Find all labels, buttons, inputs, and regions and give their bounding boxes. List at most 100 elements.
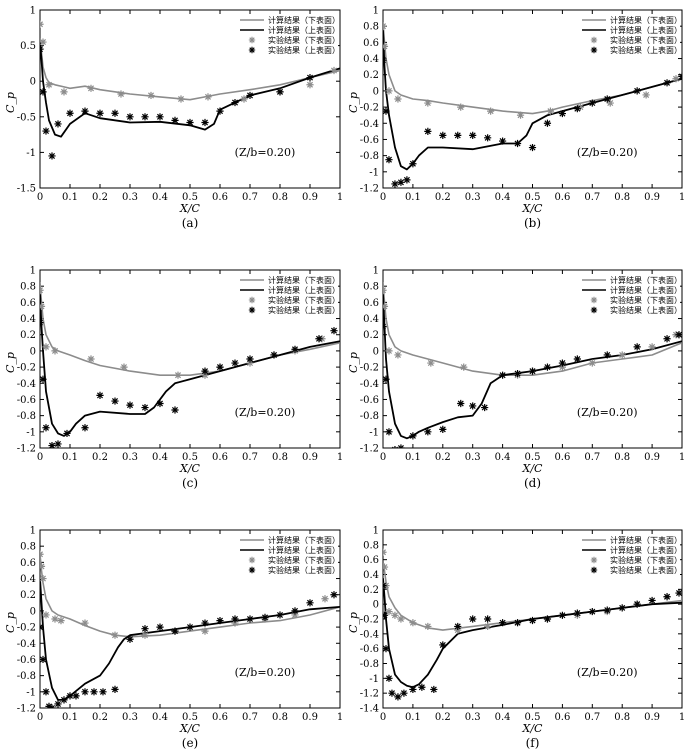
y-tick-label: -0.6 xyxy=(360,395,379,406)
x-tick-label: 0 xyxy=(37,452,43,463)
y-tick-label: -0.5 xyxy=(17,112,36,123)
legend-swatch-marker xyxy=(248,306,256,314)
x-tick-label: 0.3 xyxy=(465,452,481,463)
series-point xyxy=(391,446,398,448)
series-point xyxy=(573,105,581,113)
series-point xyxy=(388,689,396,697)
series-point xyxy=(383,56,387,64)
legend-label: 实验结果（下表面） xyxy=(610,555,682,565)
series-point xyxy=(40,562,46,571)
series-point xyxy=(66,692,74,700)
y-tick-label: 0.8 xyxy=(363,540,379,551)
series-point xyxy=(42,424,50,432)
x-tick-label: 0 xyxy=(380,712,386,723)
series-point xyxy=(48,441,56,448)
series-point xyxy=(427,359,435,367)
series-point xyxy=(156,113,164,121)
series-point xyxy=(201,118,209,127)
series-point xyxy=(40,20,44,28)
series-point xyxy=(394,95,402,103)
series-point xyxy=(276,88,284,96)
series-point xyxy=(231,615,239,623)
legend-swatch-marker xyxy=(248,36,256,44)
series-point xyxy=(383,22,387,30)
y-tick-label: -0.4 xyxy=(360,119,379,130)
x-tick-label: 0.9 xyxy=(644,452,660,463)
series-point xyxy=(484,134,492,142)
plot-area xyxy=(383,548,682,701)
y-tick-label: -0.2 xyxy=(360,615,379,626)
x-tick-label: 0.4 xyxy=(495,452,511,463)
x-tick-label: 0.3 xyxy=(122,192,138,203)
series-point xyxy=(291,611,299,619)
series-point xyxy=(45,702,53,708)
y-tick-label: -1 xyxy=(369,167,379,178)
series-point xyxy=(306,81,314,89)
series-point xyxy=(40,286,44,294)
series-point xyxy=(306,599,314,607)
series-point xyxy=(648,343,656,351)
x-tick-label: 0.5 xyxy=(182,452,198,463)
series-point xyxy=(276,611,284,619)
series-point xyxy=(40,375,47,383)
panel-label: (e) xyxy=(182,736,198,750)
x-tick-label: 0.7 xyxy=(242,192,258,203)
x-tick-label: 1 xyxy=(337,192,343,203)
x-tick-label: 0.2 xyxy=(92,452,108,463)
legend-swatch-marker xyxy=(590,36,598,44)
series-point xyxy=(383,375,390,383)
x-tick-label: 0.2 xyxy=(435,452,451,463)
legend: 计算结果（下表面）计算结果（上表面）实验结果（下表面）实验结果（上表面） xyxy=(236,534,340,577)
x-tick-label: 1 xyxy=(679,452,684,463)
series-point xyxy=(147,91,155,100)
y-tick-label: -0.6 xyxy=(360,644,379,655)
chart-panel: 0 0.1 0.2 0.3 0.4 0.5 0.6 0.7 0.8 0.9 1 -1.2 -1 -0.8 -… xyxy=(347,6,684,231)
legend: 计算结果（下表面）计算结果（上表面）实验结果（下表面）实验结果（上表面） xyxy=(578,14,682,57)
series-point xyxy=(558,109,566,118)
series-point xyxy=(481,403,489,412)
chart-panel: 0 0.1 0.2 0.3 0.4 0.5 0.6 0.7 0.8 0.9 1 -1.2 -1 -0.8 -… xyxy=(4,266,343,491)
series-point xyxy=(439,641,447,649)
series-point xyxy=(96,109,104,117)
series-point xyxy=(291,607,299,615)
series-point xyxy=(383,107,390,115)
y-axis-label: C_p xyxy=(4,92,17,113)
series-point xyxy=(513,619,522,627)
x-tick-label: 0.4 xyxy=(495,712,511,723)
y-tick-label: -1 xyxy=(26,427,36,438)
series-point xyxy=(457,399,465,408)
y-tick-label: 0 xyxy=(30,606,36,617)
series-point xyxy=(42,688,50,696)
y-tick-label: 0.2 xyxy=(20,590,36,601)
series-point xyxy=(111,109,119,117)
x-tick-label: 0.8 xyxy=(614,712,630,723)
series-point xyxy=(40,550,44,558)
series-point xyxy=(60,696,68,704)
x-tick-label: 0.8 xyxy=(272,192,288,203)
x-axis-label: X/C xyxy=(522,202,544,215)
series-point xyxy=(51,615,59,623)
series-point xyxy=(391,180,399,188)
series-point xyxy=(418,683,426,691)
condition-annotation: (Z/b=0.20) xyxy=(235,146,296,159)
y-tick-label: 0.5 xyxy=(20,41,36,52)
plot-area xyxy=(383,282,682,448)
legend-swatch-marker xyxy=(590,566,598,574)
y-tick-label: -0.4 xyxy=(360,379,379,390)
series-point xyxy=(40,88,47,96)
condition-annotation: (Z/b=0.20) xyxy=(577,146,638,159)
series-point xyxy=(270,351,278,359)
x-tick-label: 0 xyxy=(380,452,386,463)
series-point xyxy=(186,623,194,631)
x-tick-label: 0.9 xyxy=(302,192,318,203)
y-axis-label: C_p xyxy=(347,92,360,113)
x-axis-label: X/C xyxy=(179,462,201,475)
series-point xyxy=(40,38,47,46)
series-point xyxy=(558,363,566,371)
legend-label: 实验结果（下表面） xyxy=(268,35,340,45)
series-point xyxy=(397,178,405,186)
x-tick-label: 0.1 xyxy=(62,192,78,203)
series-point xyxy=(111,685,119,693)
series-point xyxy=(383,563,389,571)
series-point xyxy=(330,591,338,599)
